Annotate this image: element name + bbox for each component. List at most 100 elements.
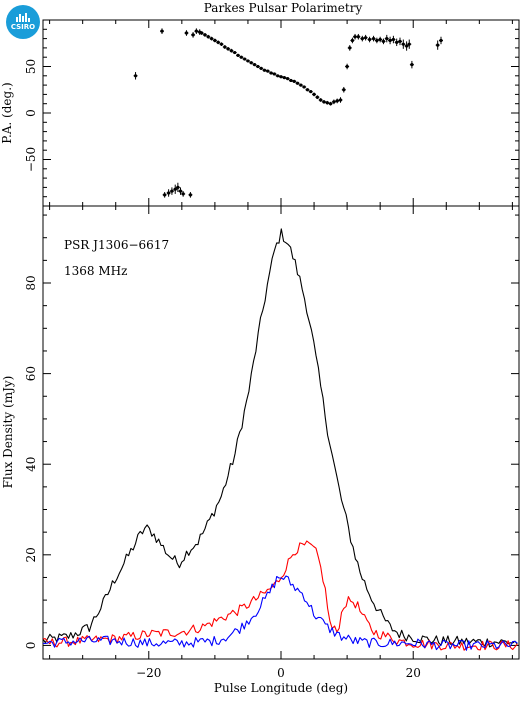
- pa-point: [259, 66, 263, 70]
- pa-point: [342, 88, 346, 92]
- flux-y-tick-label: 20: [24, 547, 38, 562]
- pa-point: [219, 42, 224, 46]
- pa-point: [332, 100, 336, 104]
- pa-point: [243, 57, 247, 61]
- pa-point: [439, 38, 443, 43]
- flux-y-tick-label: 0: [24, 642, 38, 650]
- pa-point: [388, 38, 392, 43]
- pa-point: [178, 189, 183, 193]
- pa-y-tick-label: −50: [24, 147, 38, 172]
- pa-point: [391, 37, 395, 42]
- pa-point: [328, 102, 333, 106]
- pa-point: [173, 187, 177, 191]
- pa-point: [252, 63, 257, 67]
- pa-panel-frame: [42, 19, 520, 207]
- pa-point: [299, 83, 303, 87]
- pa-point: [256, 64, 260, 69]
- pa-point: [239, 55, 243, 59]
- pa-point: [236, 53, 240, 57]
- flux-series-total: [42, 228, 518, 648]
- pa-point: [209, 37, 214, 41]
- pa-y-axis-label: P.A. (deg.): [0, 82, 14, 143]
- flux-panel: −20 0 20 0 20 40 60 80 Flux Density (mJy) PSR J…: [1, 205, 520, 680]
- chart-title: Parkes Pulsar Polarimetry: [204, 1, 363, 15]
- pa-point: [410, 63, 414, 67]
- frequency-label: 1368 MHz: [64, 264, 127, 278]
- pa-point: [206, 35, 210, 39]
- pa-point: [167, 191, 171, 195]
- pa-point: [364, 36, 368, 40]
- pa-point: [170, 189, 174, 193]
- pa-point: [269, 71, 273, 75]
- pa-point: [436, 43, 440, 47]
- pa-y-tick-label: 50: [24, 59, 38, 74]
- pa-point: [188, 193, 193, 197]
- pa-point: [223, 45, 227, 49]
- pa-point: [385, 37, 389, 41]
- pa-point: [322, 100, 326, 104]
- pa-point: [395, 40, 399, 44]
- pa-point: [348, 46, 352, 50]
- logo-text: CSIRO: [10, 23, 36, 31]
- pa-point: [286, 76, 290, 81]
- pa-point: [309, 90, 313, 94]
- pa-point: [133, 74, 138, 78]
- pa-point: [160, 29, 164, 33]
- pa-point: [371, 37, 376, 41]
- flux-y-tick-label: 40: [24, 457, 38, 472]
- pa-point: [213, 38, 217, 43]
- pa-point: [203, 33, 207, 37]
- pa-point: [315, 95, 319, 99]
- flux-y-tick-label: 60: [24, 366, 38, 381]
- pa-point: [405, 44, 409, 48]
- pa-point: [184, 31, 189, 35]
- csiro-logo: CSIRO: [6, 5, 40, 39]
- flux-y-axis-label: Flux Density (mJy): [1, 376, 15, 489]
- flux-x-tick-label: 0: [277, 666, 285, 680]
- pa-point: [200, 31, 204, 35]
- flux-series-linear: [42, 540, 518, 651]
- pa-point: [407, 42, 411, 46]
- pa-point: [249, 61, 253, 65]
- pa-point: [302, 85, 306, 89]
- pa-point: [338, 98, 343, 102]
- pa-point: [378, 37, 382, 42]
- pa-point: [350, 38, 354, 43]
- pa-point: [233, 50, 237, 55]
- pa-point: [191, 33, 195, 37]
- pa-point: [356, 35, 360, 39]
- pa-point: [216, 40, 220, 44]
- pa-point: [226, 47, 230, 51]
- pa-point: [335, 99, 339, 103]
- pa-point: [353, 35, 357, 39]
- pa-point: [292, 79, 296, 83]
- pa-point: [401, 42, 405, 46]
- pa-point: [289, 78, 293, 83]
- pa-point: [276, 74, 280, 78]
- pa-point: [194, 29, 198, 33]
- pa-point: [272, 72, 276, 76]
- pa-point: [398, 39, 402, 43]
- pa-point: [312, 92, 316, 96]
- flux-series-circular: [42, 575, 518, 651]
- logo-bars-icon: [16, 13, 30, 22]
- pa-point: [282, 76, 286, 80]
- pa-point: [176, 185, 180, 189]
- pa-point: [360, 37, 364, 41]
- pa-point: [345, 64, 349, 69]
- pa-panel: −50 0 50 P.A. (deg.): [0, 19, 520, 207]
- pa-point: [305, 88, 310, 92]
- flux-y-tick-label: 80: [24, 275, 38, 290]
- pa-point: [375, 38, 379, 43]
- pa-point: [262, 68, 267, 72]
- pa-point: [246, 59, 250, 63]
- pa-point: [381, 39, 386, 43]
- pa-point: [325, 101, 329, 105]
- flux-x-tick-label: −20: [136, 666, 161, 680]
- pa-point: [367, 37, 372, 42]
- x-axis-label: Pulse Longitude (deg): [214, 681, 348, 695]
- pa-point: [319, 98, 323, 102]
- pa-y-tick-label: 0: [24, 109, 38, 117]
- pa-point: [266, 69, 270, 73]
